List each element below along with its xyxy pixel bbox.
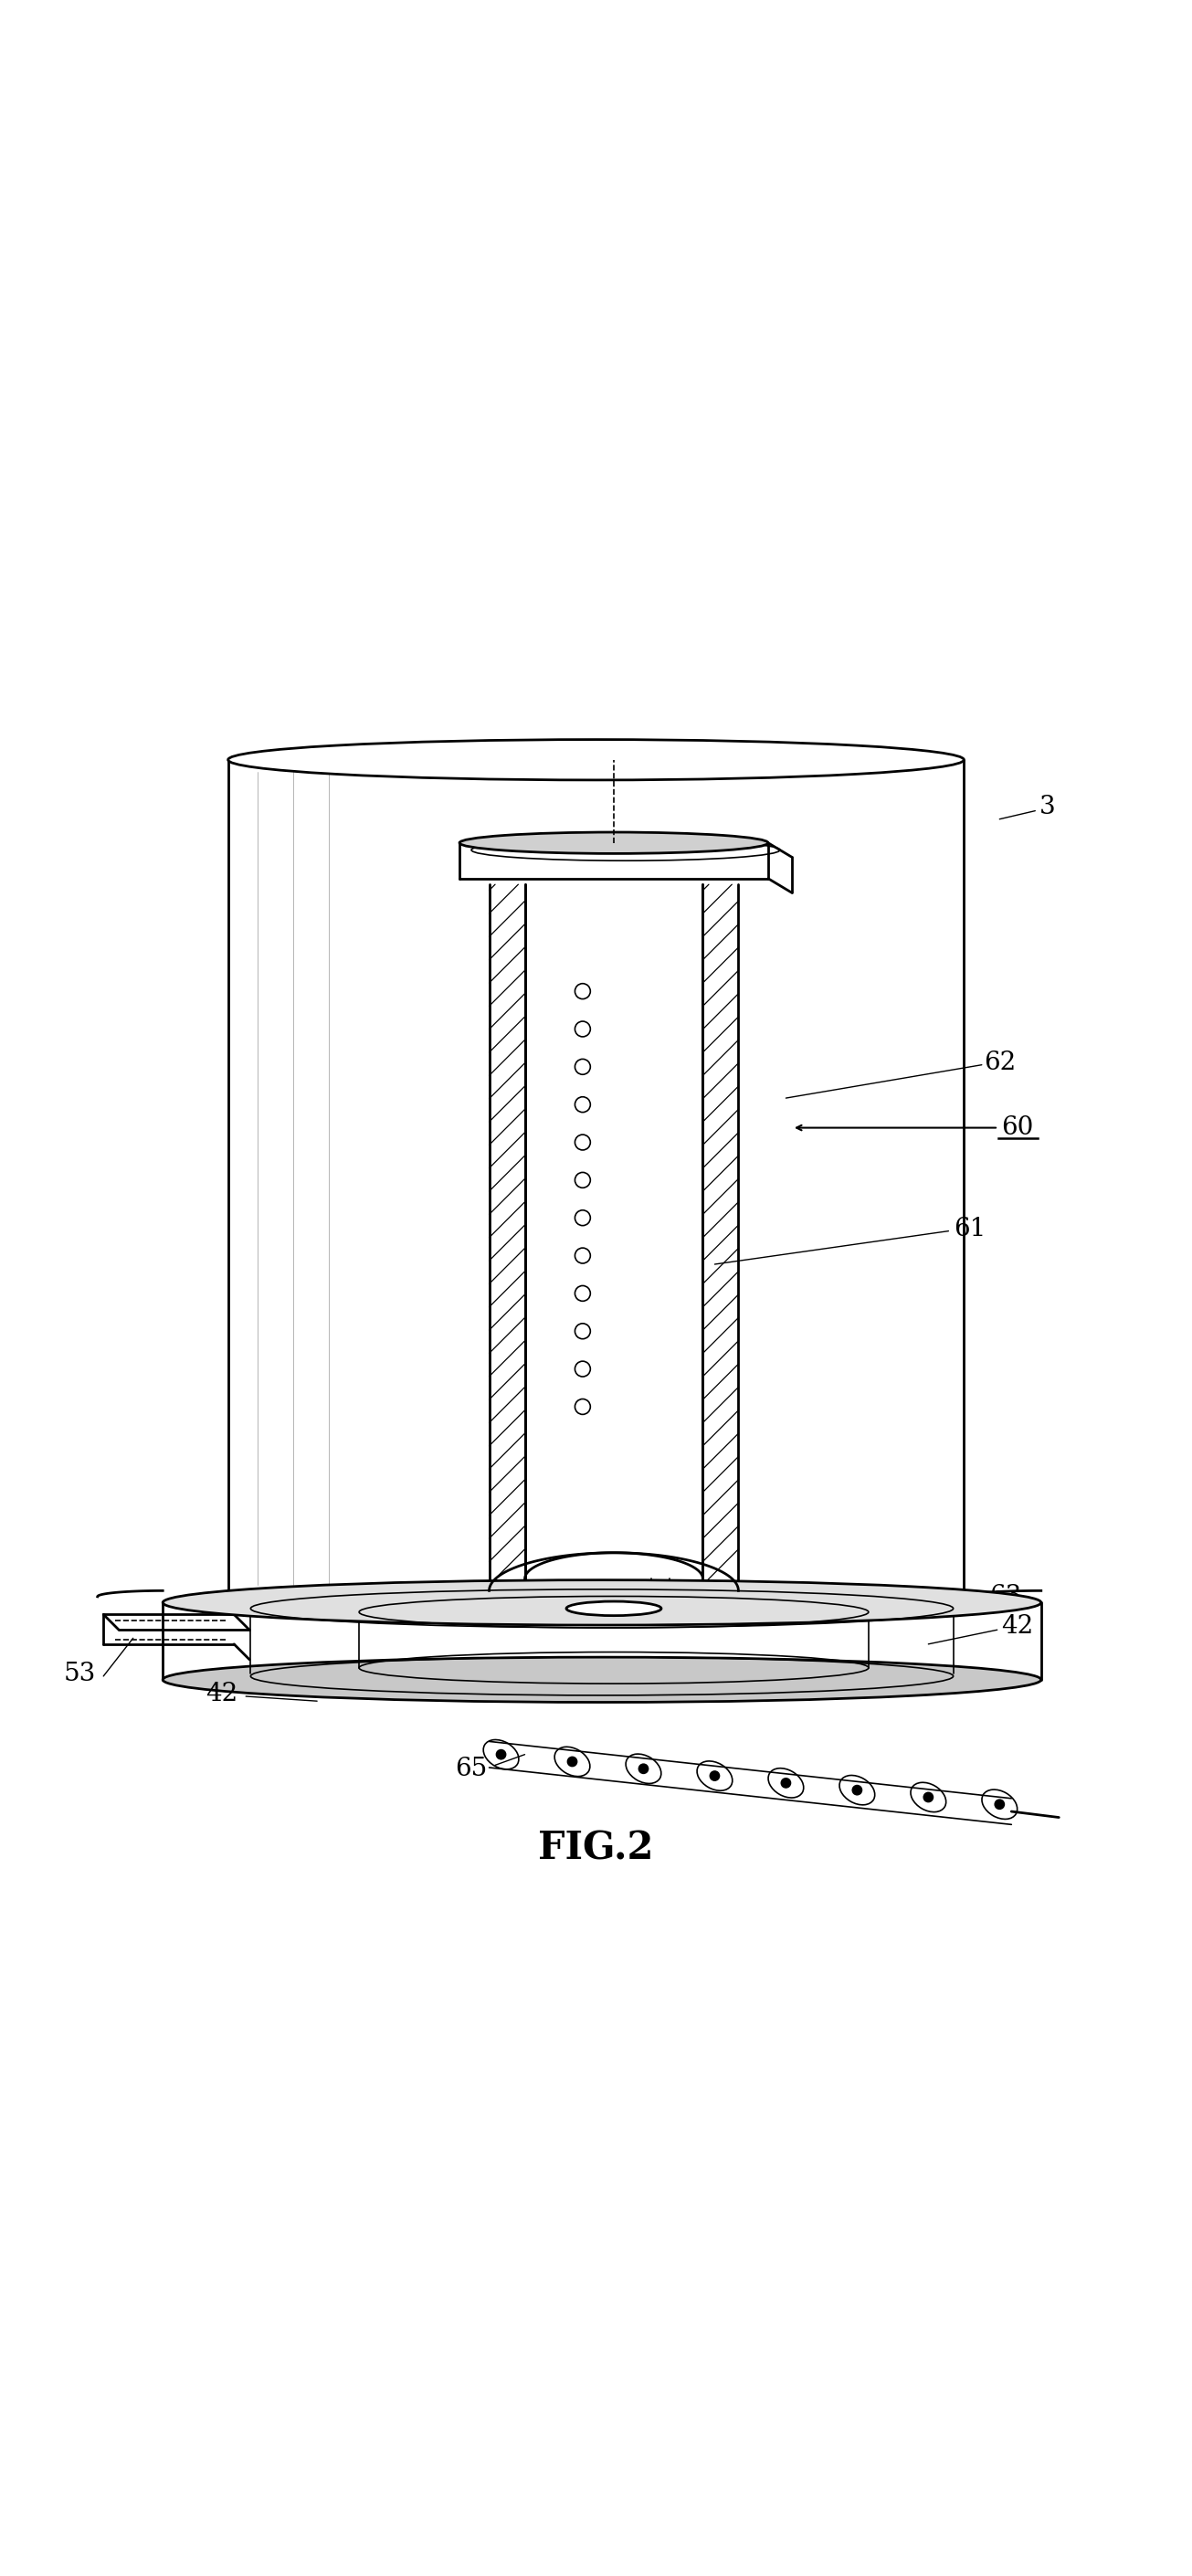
Text: 65: 65 [455,1757,488,1780]
Text: 53: 53 [63,1662,95,1687]
Text: FIG.2: FIG.2 [539,1829,653,1868]
Ellipse shape [228,739,964,781]
Ellipse shape [839,1775,875,1806]
Circle shape [781,1777,790,1788]
Circle shape [852,1785,862,1795]
Ellipse shape [459,832,768,853]
Circle shape [995,1801,1005,1808]
Text: 62: 62 [983,1051,1016,1074]
Text: 3: 3 [1039,796,1055,819]
Ellipse shape [911,1783,946,1811]
Text: 61: 61 [954,1216,986,1242]
Ellipse shape [626,1754,662,1783]
Ellipse shape [163,1579,1041,1625]
Circle shape [639,1765,648,1772]
Ellipse shape [982,1790,1017,1819]
Circle shape [496,1749,505,1759]
Ellipse shape [768,1767,803,1798]
Circle shape [567,1757,577,1767]
Circle shape [710,1772,720,1780]
Circle shape [924,1793,933,1803]
Ellipse shape [566,1602,662,1615]
Ellipse shape [163,1656,1041,1703]
Text: 63: 63 [989,1584,1022,1610]
Bar [489,884,524,1579]
Text: 42: 42 [1001,1615,1033,1638]
Bar [703,884,738,1579]
Text: 42: 42 [206,1682,238,1705]
Ellipse shape [697,1762,732,1790]
Text: 60: 60 [1001,1115,1033,1141]
Ellipse shape [554,1747,590,1777]
Ellipse shape [483,1739,519,1770]
